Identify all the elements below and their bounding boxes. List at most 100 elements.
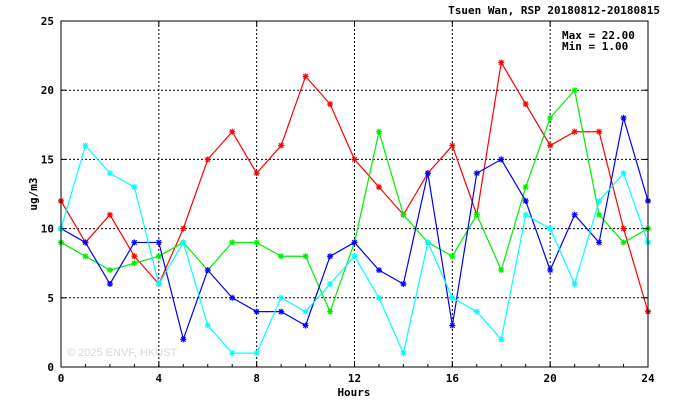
data-point <box>375 294 382 301</box>
data-point <box>375 184 382 191</box>
data-point <box>375 267 382 274</box>
data-point <box>547 114 554 121</box>
data-point <box>351 253 358 260</box>
data-point <box>596 197 603 204</box>
y-tick-label: 10 <box>41 223 54 236</box>
x-tick-label: 0 <box>58 372 65 385</box>
data-point <box>351 156 358 163</box>
data-point <box>596 239 603 246</box>
data-point <box>278 308 285 315</box>
data-point <box>155 253 162 260</box>
data-point <box>571 280 578 287</box>
data-point <box>620 170 627 177</box>
data-point <box>400 350 407 357</box>
chart-title: Tsuen Wan, RSP 20180812-20180815 <box>448 4 660 17</box>
data-point <box>522 101 529 108</box>
data-point <box>498 156 505 163</box>
data-point <box>596 211 603 218</box>
data-point <box>253 350 260 357</box>
data-point <box>155 280 162 287</box>
stats-min: Min = 1.00 <box>562 40 628 53</box>
data-point <box>204 156 211 163</box>
grid <box>61 21 648 367</box>
data-point <box>375 128 382 135</box>
data-point <box>180 239 187 246</box>
data-point <box>229 350 236 357</box>
data-point <box>302 308 309 315</box>
data-point <box>106 267 113 274</box>
data-point <box>106 211 113 218</box>
x-tick-label: 24 <box>641 372 655 385</box>
data-point <box>131 253 138 260</box>
data-point <box>229 128 236 135</box>
data-point <box>204 267 211 274</box>
watermark: © 2025 ENVF, HKUST <box>67 347 177 359</box>
data-point <box>522 184 529 191</box>
data-point <box>82 239 89 246</box>
series-3 <box>58 142 651 357</box>
data-point <box>522 197 529 204</box>
stats-max: Max = 22.00 <box>562 29 635 42</box>
data-point <box>449 253 456 260</box>
data-point <box>449 142 456 149</box>
data-point <box>498 59 505 66</box>
data-point <box>449 294 456 301</box>
y-tick-label: 15 <box>41 153 54 166</box>
data-point <box>131 260 138 267</box>
y-tick-label: 20 <box>41 84 54 97</box>
data-point <box>327 253 334 260</box>
data-point <box>424 170 431 177</box>
data-point <box>253 239 260 246</box>
data-point <box>620 114 627 121</box>
data-point <box>204 322 211 329</box>
data-point <box>278 253 285 260</box>
data-point <box>400 280 407 287</box>
axis-ticks: 0 4 8 12 16 20 24 0 5 10 15 20 25 <box>41 15 655 385</box>
data-point <box>571 128 578 135</box>
data-point <box>473 308 480 315</box>
data-point <box>449 322 456 329</box>
data-point <box>82 142 89 149</box>
x-axis-label: Hours <box>337 386 370 399</box>
data-point <box>131 184 138 191</box>
data-point <box>547 142 554 149</box>
x-tick-label: 20 <box>544 372 557 385</box>
x-tick-label: 8 <box>253 372 260 385</box>
data-point <box>522 211 529 218</box>
data-point <box>106 280 113 287</box>
y-tick-label: 25 <box>41 15 54 28</box>
data-point <box>327 280 334 287</box>
data-point <box>571 211 578 218</box>
data-point <box>253 170 260 177</box>
data-point <box>620 239 627 246</box>
data-point <box>400 211 407 218</box>
data-point <box>327 101 334 108</box>
data-point <box>620 225 627 232</box>
y-tick-label: 5 <box>47 292 54 305</box>
data-point <box>229 294 236 301</box>
data-point <box>180 336 187 343</box>
data-point <box>571 87 578 94</box>
data-point <box>596 128 603 135</box>
data-point <box>547 225 554 232</box>
data-point <box>473 170 480 177</box>
data-point <box>180 225 187 232</box>
data-point <box>547 267 554 274</box>
data-point <box>82 253 89 260</box>
data-point <box>155 239 162 246</box>
data-point <box>278 142 285 149</box>
x-tick-label: 4 <box>156 372 163 385</box>
y-tick-label: 0 <box>47 361 54 374</box>
data-point <box>253 308 260 315</box>
x-tick-label: 16 <box>446 372 460 385</box>
data-point <box>302 253 309 260</box>
data-point <box>302 73 309 80</box>
series-layer <box>58 59 651 357</box>
data-point <box>131 239 138 246</box>
y-axis-label: ug/m3 <box>27 177 40 210</box>
data-point <box>498 336 505 343</box>
data-point <box>351 239 358 246</box>
data-point <box>498 267 505 274</box>
data-point <box>473 211 480 218</box>
